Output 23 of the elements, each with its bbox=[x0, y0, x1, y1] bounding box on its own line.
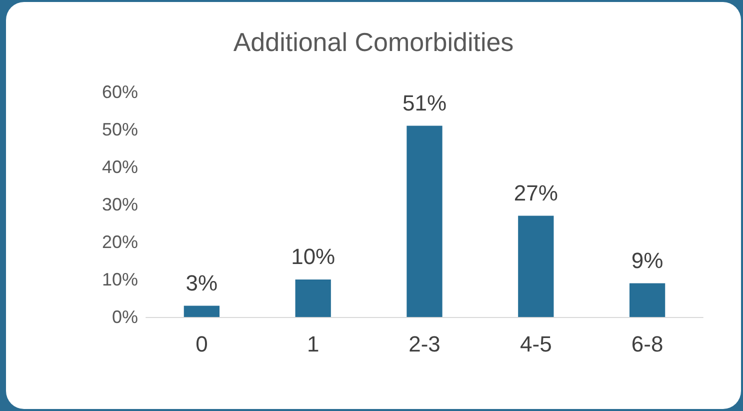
y-tick-label: 0% bbox=[112, 307, 138, 327]
data-label: 51% bbox=[402, 90, 447, 116]
x-tick-label: 6-8 bbox=[631, 332, 664, 356]
bar bbox=[295, 280, 331, 317]
y-tick-label: 30% bbox=[102, 194, 138, 214]
y-tick-label: 60% bbox=[102, 82, 138, 102]
y-tick-label: 50% bbox=[102, 120, 138, 140]
data-label: 10% bbox=[291, 244, 336, 269]
data-label: 9% bbox=[631, 248, 664, 273]
x-tick-label: 2-3 bbox=[408, 332, 440, 356]
x-tick-label: 0 bbox=[196, 332, 208, 356]
y-tick-label: 10% bbox=[102, 270, 138, 290]
data-label: 27% bbox=[514, 180, 558, 206]
x-tick-label: 1 bbox=[306, 332, 320, 356]
chart-title: Additional Comorbidities bbox=[233, 27, 514, 57]
bar bbox=[518, 216, 554, 317]
bar bbox=[406, 126, 442, 317]
data-label: 3% bbox=[186, 270, 218, 296]
bar bbox=[184, 306, 220, 317]
bar bbox=[629, 283, 666, 317]
y-tick-label: 40% bbox=[102, 157, 138, 177]
y-tick-label: 20% bbox=[102, 232, 138, 252]
x-tick-label: 4-5 bbox=[520, 332, 552, 356]
